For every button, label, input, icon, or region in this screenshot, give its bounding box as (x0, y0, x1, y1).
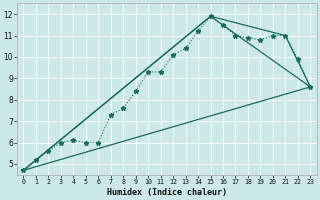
X-axis label: Humidex (Indice chaleur): Humidex (Indice chaleur) (107, 188, 227, 197)
